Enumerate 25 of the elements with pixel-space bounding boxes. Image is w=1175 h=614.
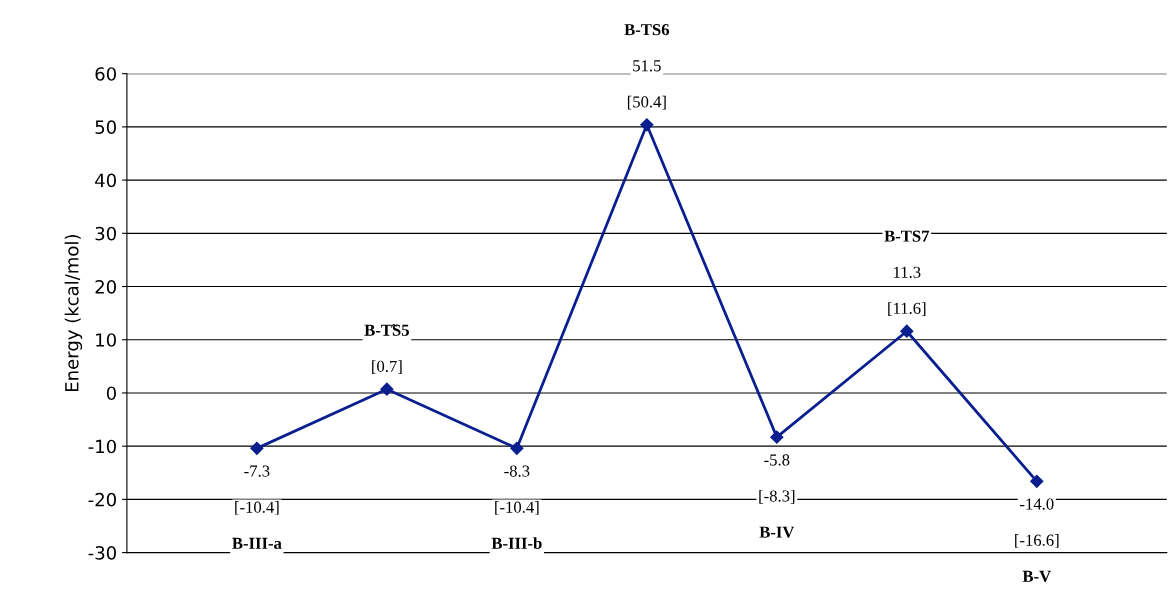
y-tick-label: 10: [96, 333, 116, 347]
point: [510, 441, 524, 455]
point: [900, 324, 914, 338]
point: [250, 441, 264, 455]
y-tick-label: 30: [95, 226, 116, 241]
y-tick-label: -30: [88, 546, 116, 560]
text: B-TS7 11.3 [11.6]: [884, 230, 930, 317]
text: -5.8 [-8.3] B-IV: [759, 454, 795, 538]
y-tick-label: 50: [95, 120, 116, 135]
text: B-T̃S5 [0.7]: [364, 324, 409, 375]
y-tick-label: 60: [95, 67, 116, 81]
y-tick-label: 0: [106, 386, 116, 401]
point: [380, 382, 394, 396]
y-axis-title: Energy (kcal/mol): [64, 235, 83, 391]
y-tick-label: 40: [95, 173, 116, 188]
point: [1030, 474, 1044, 488]
y-tick-label: -20: [88, 492, 116, 507]
y-tick-label: -10: [88, 439, 116, 454]
point: [770, 430, 784, 444]
text: B-TS6 51.5 [50.4]: [624, 24, 670, 110]
text: -7.3 [-10.4] B-III-a: [232, 465, 282, 549]
point: [640, 118, 654, 132]
text: -14.0 [-16.6] B-V: [1015, 498, 1059, 582]
y-tick-label: 20: [95, 279, 116, 294]
text: -8.3 [-10.4] B-III-b: [491, 465, 542, 549]
